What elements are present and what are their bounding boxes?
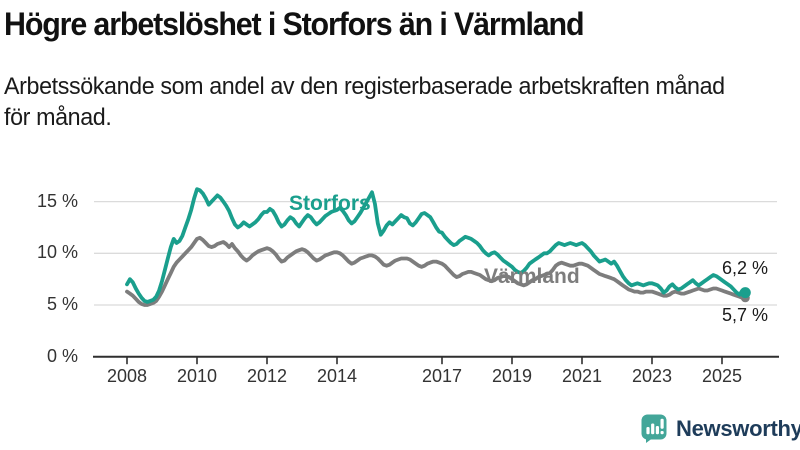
x-tick-label: 2017 <box>421 366 463 386</box>
x-tick-label: 2008 <box>106 366 148 386</box>
y-tick-label: 15 % <box>36 190 78 211</box>
x-tick-label: 2021 <box>561 366 603 386</box>
end-value-label-varmland: 5,7 % <box>722 305 769 325</box>
page-subtitle: Arbetssökande som andel av den registerb… <box>4 73 725 131</box>
x-tick-label: 2023 <box>631 366 673 386</box>
y-tick-label: 5 % <box>46 294 78 314</box>
x-tick-label: 2019 <box>491 366 533 386</box>
series-endpoint-storfors <box>739 287 751 299</box>
y-tick-label: 0 % <box>46 345 78 366</box>
x-tick-label: 2010 <box>176 366 218 386</box>
series-line-storfors <box>125 187 748 304</box>
newsworthy-wordmark: Newsworthy <box>676 416 800 441</box>
newsworthy-logo[interactable]: Newsworthy <box>641 414 800 443</box>
series-label-storfors: Storfors <box>289 192 371 215</box>
page-title: Högre arbetslöshet i Storfors än i Värml… <box>4 6 585 42</box>
end-value-label-storfors: 6,2 % <box>722 258 769 278</box>
series-label-varmland: Värmland <box>484 265 580 288</box>
series-line-värmland <box>125 235 748 307</box>
x-tick-label: 2014 <box>316 366 358 386</box>
newsworthy-bar-chart-bubble-icon <box>641 414 667 443</box>
y-tick-label: 10 % <box>36 242 78 263</box>
x-tick-label: 2025 <box>701 366 743 386</box>
x-tick-label: 2012 <box>246 366 288 386</box>
